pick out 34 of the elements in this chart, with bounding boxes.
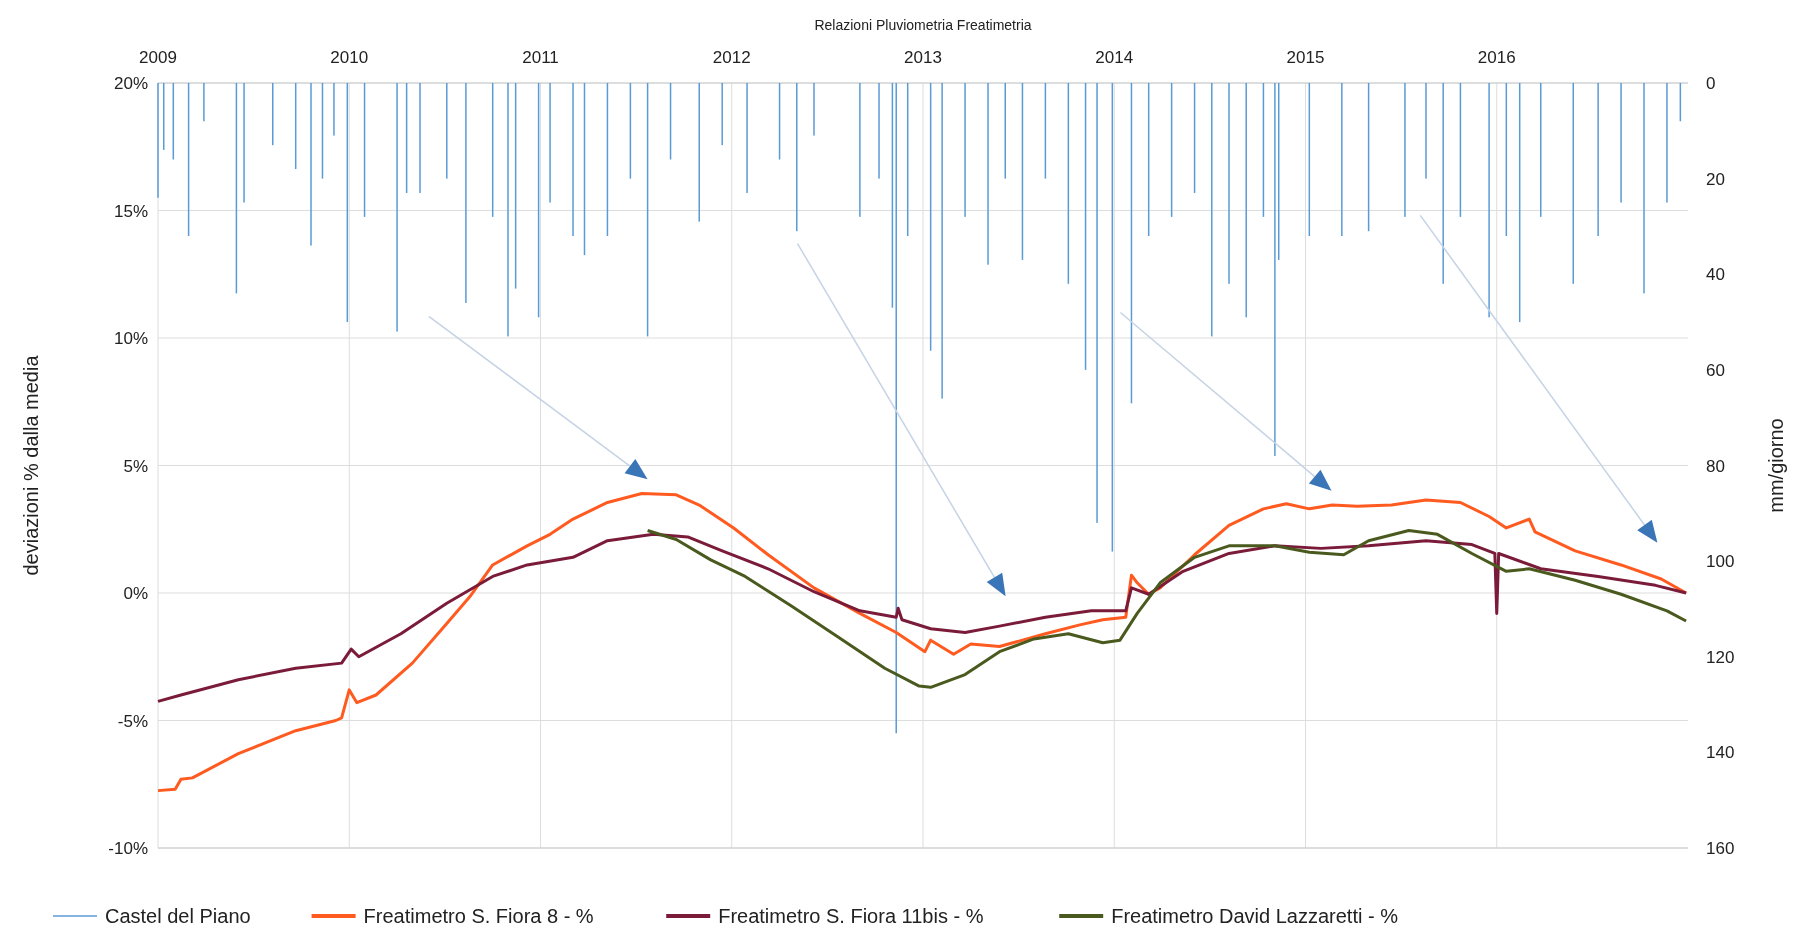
y2-tick-label: 140 <box>1706 743 1735 763</box>
y2-tick-label: 120 <box>1706 647 1735 667</box>
y-tick-label: 10% <box>113 329 148 348</box>
y2-tick-label: 160 <box>1706 839 1735 858</box>
y2-tick-label: 60 <box>1706 360 1725 380</box>
y-tick-label: 5% <box>123 456 148 476</box>
line-series <box>646 529 1688 689</box>
y2-axis-title: mm/giorno <box>1765 418 1787 513</box>
x-tick-label: 2009 <box>139 48 177 67</box>
y2-tick-label: 40 <box>1706 265 1725 285</box>
x-tick-label: 2015 <box>1286 48 1325 67</box>
y-tick-label: 20% <box>113 74 148 93</box>
legend-label: Freatimetro S. Fiora 8 - % <box>363 905 594 927</box>
y-tick-label: -5% <box>117 711 148 731</box>
y-tick-label: 0% <box>123 584 148 603</box>
y2-tick-label: 20 <box>1706 169 1725 189</box>
line-series <box>156 492 1688 793</box>
y2-tick-label: 0 <box>1706 74 1716 93</box>
y-tick-label: -10% <box>108 839 148 858</box>
legend-label: Freatimetro David Lazzaretti - % <box>1111 905 1399 927</box>
chart-title: Relazioni Pluviometria Freatimetria <box>814 17 1032 33</box>
y-axis-title: deviazioni % dalla media <box>20 354 42 576</box>
legend-label: Freatimetro S. Fiora 11bis - % <box>718 905 984 927</box>
legend-label: Castel del Piano <box>105 905 251 927</box>
x-tick-label: 2012 <box>712 48 751 67</box>
line-series <box>156 532 1688 703</box>
y2-tick-label: 80 <box>1706 456 1725 476</box>
x-tick-label: 2016 <box>1477 48 1516 67</box>
y-tick-label: 15% <box>113 201 148 221</box>
x-tick-label: 2013 <box>904 48 942 67</box>
x-tick-label: 2010 <box>330 48 369 67</box>
y2-tick-label: 100 <box>1706 552 1735 572</box>
x-tick-label: 2014 <box>1095 48 1134 67</box>
x-tick-label: 2011 <box>522 48 559 67</box>
